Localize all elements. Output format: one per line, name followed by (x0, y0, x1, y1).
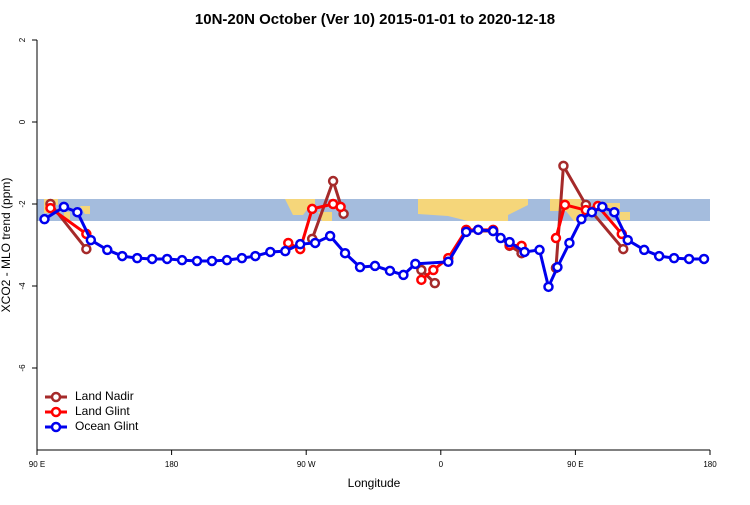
point (39, 213, 50, 225)
point (472, 224, 484, 236)
point (327, 175, 339, 187)
point (354, 261, 366, 273)
point (146, 253, 158, 265)
point (176, 254, 188, 266)
legend-label: Land Nadir (75, 389, 134, 403)
y-axis-label: XCO2 - MLO trend (ppm) (0, 178, 13, 313)
point (45, 202, 56, 214)
point (564, 237, 575, 249)
point (102, 244, 113, 256)
x-tick-label: 0 (439, 460, 444, 469)
point (543, 281, 554, 293)
point (85, 234, 97, 246)
point (487, 225, 499, 237)
point (283, 237, 294, 249)
point (609, 206, 620, 218)
point (429, 277, 441, 289)
point (534, 244, 545, 256)
point (309, 237, 321, 249)
x-tick-label: 90 E (29, 460, 45, 469)
x-tick-label: 180 (165, 460, 179, 469)
point (191, 255, 203, 267)
point (131, 252, 143, 264)
point (552, 261, 563, 273)
point (504, 236, 515, 248)
x-tick-label: 180 (703, 460, 717, 469)
point (586, 206, 598, 218)
y-tick-label: 2 (18, 37, 27, 42)
y-tick-label: -6 (18, 364, 27, 372)
point (236, 252, 248, 264)
point (558, 160, 569, 172)
point (443, 256, 454, 268)
point (410, 258, 421, 270)
point (550, 232, 562, 244)
x-axis-label: Longitude (348, 476, 401, 490)
point (280, 245, 291, 257)
point (324, 230, 336, 242)
point (622, 234, 633, 246)
point (265, 246, 276, 258)
point (221, 254, 233, 266)
point (306, 203, 318, 215)
point (72, 206, 83, 218)
point (250, 250, 261, 262)
point (519, 246, 530, 258)
point (559, 199, 571, 211)
legend-label: Land Glint (75, 404, 130, 418)
point (339, 247, 351, 259)
legend-marker (50, 406, 62, 418)
point (384, 265, 396, 277)
point (58, 201, 70, 213)
point (369, 260, 381, 272)
point (161, 253, 173, 265)
point (428, 264, 439, 276)
point (638, 244, 650, 256)
point (576, 213, 587, 225)
point (81, 243, 92, 255)
point (116, 250, 128, 262)
point (460, 226, 472, 238)
point (416, 274, 427, 286)
point (398, 269, 409, 281)
y-tick-label: -4 (18, 282, 27, 290)
point (416, 264, 427, 276)
y-tick-label: 0 (18, 119, 27, 124)
point (668, 252, 680, 264)
point (653, 250, 665, 262)
legend-marker (50, 391, 62, 403)
point (698, 253, 710, 265)
legend-marker (50, 421, 62, 433)
point (597, 201, 608, 213)
point (683, 253, 695, 265)
legend-label: Ocean Glint (75, 419, 139, 433)
point (335, 201, 346, 213)
x-tick-label: 90 E (567, 460, 583, 469)
point (618, 243, 629, 255)
chart-title: 10N-20N October (Ver 10) 2015-01-01 to 2… (195, 11, 555, 28)
x-tick-label: 90 W (297, 460, 316, 469)
point (495, 232, 506, 244)
y-tick-label: -2 (18, 200, 27, 208)
point (206, 255, 218, 267)
point (294, 238, 306, 250)
